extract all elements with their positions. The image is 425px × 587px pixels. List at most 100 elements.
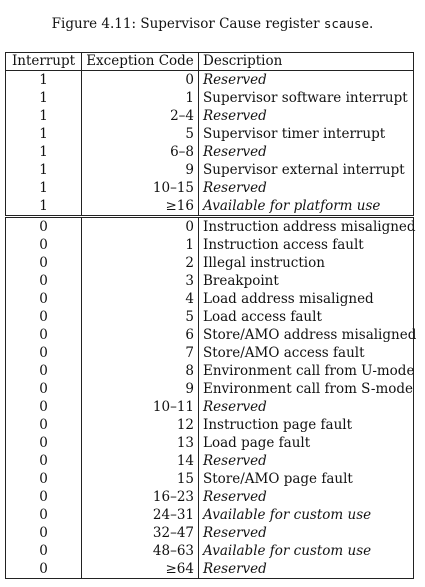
cell-description: Reserved [198, 452, 414, 470]
cell-exception-code: 14 [81, 452, 199, 470]
cell-exception-code: 3 [81, 272, 199, 290]
figure-caption: Figure 4.11: Supervisor Cause register s… [0, 16, 425, 32]
cell-interrupt: 0 [5, 488, 82, 506]
table-row: 0 16–23 Reserved [5, 488, 414, 506]
cell-interrupt: 0 [5, 326, 82, 344]
cell-description: Reserved [198, 488, 414, 506]
cell-description: Store/AMO access fault [198, 344, 414, 362]
table-row: 0 15 Store/AMO page fault [5, 470, 414, 488]
header-row: Interrupt Exception Code Description [5, 52, 414, 71]
cell-interrupt: 1 [5, 161, 82, 179]
cell-exception-code: 13 [81, 434, 199, 452]
cell-description: Environment call from U-mode [198, 362, 414, 380]
cell-description: Load access fault [198, 308, 414, 326]
cell-exception-code: 7 [81, 344, 199, 362]
table-row: 0 6 Store/AMO address misaligned [5, 326, 416, 344]
table-row: 0 2 Illegal instruction [5, 254, 414, 272]
table-header: Interrupt Exception Code Description [5, 52, 414, 71]
table-row: 0 4 Load address misaligned [5, 290, 414, 308]
cell-exception-code: 10–11 [81, 398, 199, 416]
cell-interrupt: 0 [5, 398, 82, 416]
cell-description: Load page fault [198, 434, 414, 452]
cell-exception-code: 0 [81, 70, 199, 89]
cell-interrupt: 1 [5, 197, 82, 218]
cell-exception-code: 5 [81, 125, 199, 143]
cell-exception-code: 15 [81, 470, 199, 488]
table-row: 1 1 Supervisor software interrupt [5, 89, 414, 107]
cell-exception-code: 5 [81, 308, 199, 326]
cell-description: Reserved [198, 524, 414, 542]
cell-exception-code: 9 [81, 161, 199, 179]
table-row: 0 12 Instruction page fault [5, 416, 414, 434]
cell-description: Reserved [198, 107, 414, 125]
cell-description: Reserved [198, 143, 414, 161]
cell-interrupt: 1 [5, 125, 82, 143]
cell-exception-code: 32–47 [81, 524, 199, 542]
table-row: 1 5 Supervisor timer interrupt [5, 125, 414, 143]
cell-interrupt: 0 [5, 542, 82, 560]
table-row: 0 0 Instruction address misaligned [5, 216, 416, 236]
cell-exception-code: 0 [81, 216, 199, 236]
table-row: 0 ≥64 Reserved [5, 560, 414, 579]
cell-interrupt: 0 [5, 362, 82, 380]
cell-exception-code: 6 [81, 326, 199, 344]
cell-exception-code: 4 [81, 290, 199, 308]
header-exception-code: Exception Code [81, 52, 199, 71]
cell-description: Supervisor external interrupt [198, 161, 414, 179]
cell-interrupt: 0 [5, 560, 82, 579]
cell-interrupt: 0 [5, 344, 82, 362]
cell-description: Store/AMO page fault [198, 470, 414, 488]
cell-interrupt: 0 [5, 308, 82, 326]
table-row: 0 10–11 Reserved [5, 398, 414, 416]
table-body: 1 0 Reserved 1 1 Supervisor software interrup… [5, 70, 416, 579]
cell-description: Available for custom use [198, 506, 414, 524]
cell-interrupt: 0 [5, 524, 82, 542]
header-interrupt: Interrupt [5, 52, 82, 71]
table-row: 0 7 Store/AMO access fault [5, 344, 414, 362]
cell-exception-code: 10–15 [81, 179, 199, 197]
cell-exception-code: 24–31 [81, 506, 199, 524]
cell-description: Reserved [198, 398, 414, 416]
cell-description: Store/AMO address misaligned [198, 326, 416, 344]
cell-description: Available for platform use [198, 197, 414, 218]
table-row: 0 9 Environment call from S-mode [5, 380, 414, 398]
cell-exception-code: 1 [81, 236, 199, 254]
cell-interrupt: 0 [5, 380, 82, 398]
cell-exception-code: ≥16 [81, 197, 199, 218]
cell-interrupt: 0 [5, 416, 82, 434]
cell-interrupt: 0 [5, 506, 82, 524]
cell-interrupt: 0 [5, 216, 82, 236]
cell-description: Reserved [198, 560, 414, 579]
cell-interrupt: 1 [5, 143, 82, 161]
cell-exception-code: 2–4 [81, 107, 199, 125]
cell-interrupt: 0 [5, 290, 82, 308]
table-row: 0 14 Reserved [5, 452, 414, 470]
cell-interrupt: 0 [5, 434, 82, 452]
cell-exception-code: 9 [81, 380, 199, 398]
cell-description: Instruction access fault [198, 236, 414, 254]
cell-exception-code: ≥64 [81, 560, 199, 579]
table-row: 1 6–8 Reserved [5, 143, 414, 161]
cell-interrupt: 1 [5, 70, 82, 89]
table-row: 1 0 Reserved [5, 70, 414, 89]
cell-interrupt: 0 [5, 254, 82, 272]
cell-description: Instruction page fault [198, 416, 414, 434]
cell-exception-code: 6–8 [81, 143, 199, 161]
table-row: 0 32–47 Reserved [5, 524, 414, 542]
caption-text: Figure 4.11: Supervisor Cause register [51, 16, 320, 32]
table-row: 0 3 Breakpoint [5, 272, 414, 290]
table-row: 0 1 Instruction access fault [5, 236, 414, 254]
cell-description: Load address misaligned [198, 290, 414, 308]
cell-interrupt: 0 [5, 236, 82, 254]
cell-exception-code: 16–23 [81, 488, 199, 506]
cell-exception-code: 12 [81, 416, 199, 434]
table-row: 0 8 Environment call from U-mode [5, 362, 414, 380]
cell-interrupt: 1 [5, 89, 82, 107]
table-row: 1 10–15 Reserved [5, 179, 414, 197]
header-description: Description [198, 52, 414, 71]
cell-description: Supervisor timer interrupt [198, 125, 414, 143]
cell-exception-code: 1 [81, 89, 199, 107]
cell-interrupt: 1 [5, 107, 82, 125]
